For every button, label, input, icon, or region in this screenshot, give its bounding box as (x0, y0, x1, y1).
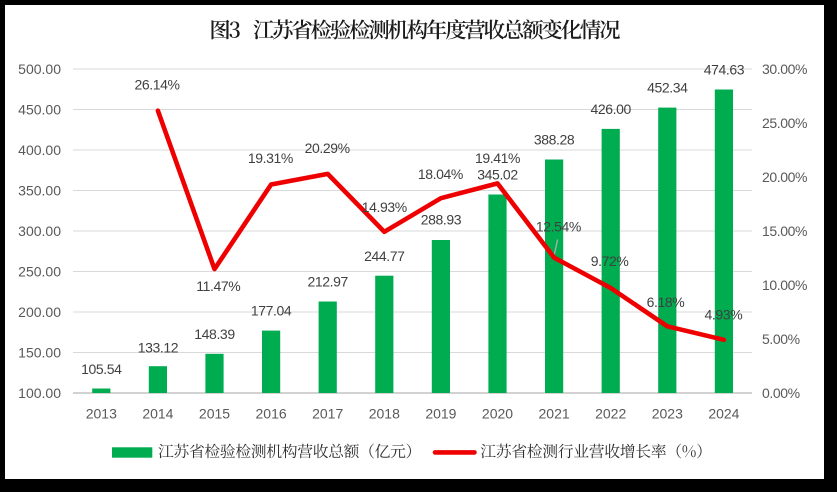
svg-text:25.00%: 25.00% (762, 115, 807, 131)
svg-text:350.00: 350.00 (18, 183, 61, 199)
svg-text:2023: 2023 (652, 405, 683, 421)
svg-text:100.00: 100.00 (18, 385, 61, 401)
svg-text:12.54%: 12.54% (536, 218, 581, 234)
svg-text:2022: 2022 (595, 405, 626, 421)
svg-text:15.00%: 15.00% (762, 223, 807, 239)
svg-text:452.34: 452.34 (647, 80, 688, 96)
svg-text:11.47%: 11.47% (196, 278, 240, 294)
svg-text:2021: 2021 (539, 405, 570, 421)
svg-text:250.00: 250.00 (18, 264, 61, 280)
svg-text:6.18%: 6.18% (647, 294, 685, 310)
svg-text:5.00%: 5.00% (762, 331, 800, 347)
svg-text:474.63: 474.63 (704, 62, 745, 78)
svg-text:2020: 2020 (482, 405, 513, 421)
svg-text:26.14%: 26.14% (134, 77, 179, 93)
svg-text:19.41%: 19.41% (475, 150, 520, 166)
svg-text:450.00: 450.00 (18, 102, 61, 118)
svg-text:288.93: 288.93 (421, 212, 462, 228)
svg-text:0.00%: 0.00% (762, 385, 800, 401)
svg-text:2016: 2016 (256, 405, 287, 421)
svg-text:20.29%: 20.29% (305, 140, 350, 156)
svg-text:20.00%: 20.00% (762, 169, 807, 185)
svg-text:18.04%: 18.04% (418, 166, 463, 182)
svg-text:9.72%: 9.72% (591, 253, 629, 269)
svg-text:2017: 2017 (312, 405, 343, 421)
svg-text:150.00: 150.00 (18, 345, 61, 361)
svg-text:2015: 2015 (199, 405, 230, 421)
svg-text:300.00: 300.00 (18, 223, 61, 239)
svg-text:2013: 2013 (86, 405, 117, 421)
svg-text:400.00: 400.00 (18, 142, 61, 158)
svg-text:2024: 2024 (708, 405, 739, 421)
svg-text:10.00%: 10.00% (762, 277, 807, 293)
svg-text:133.12: 133.12 (138, 340, 179, 356)
svg-text:200.00: 200.00 (18, 304, 61, 320)
svg-text:212.97: 212.97 (307, 274, 348, 290)
svg-text:388.28: 388.28 (534, 132, 575, 148)
svg-text:345.02: 345.02 (477, 167, 518, 183)
svg-text:2014: 2014 (142, 405, 173, 421)
svg-text:14.93%: 14.93% (362, 199, 407, 215)
svg-text:19.31%: 19.31% (248, 150, 293, 166)
svg-text:426.00: 426.00 (590, 101, 631, 117)
svg-text:177.04: 177.04 (251, 303, 292, 319)
svg-text:148.39: 148.39 (194, 326, 235, 342)
svg-text:4.93%: 4.93% (705, 307, 743, 323)
svg-text:2018: 2018 (369, 405, 400, 421)
svg-text:500.00: 500.00 (18, 61, 61, 77)
svg-text:30.00%: 30.00% (762, 61, 807, 77)
svg-text:2019: 2019 (425, 405, 456, 421)
svg-text:244.77: 244.77 (364, 248, 405, 264)
svg-text:105.54: 105.54 (81, 361, 122, 377)
